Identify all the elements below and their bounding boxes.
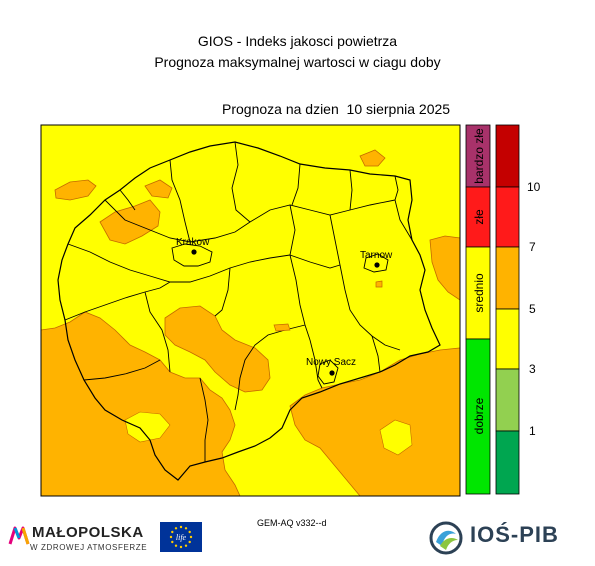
ios-pib-wordmark: IOŚ-PIB	[470, 522, 559, 547]
district-line-9	[64, 281, 171, 321]
scale-band-1	[495, 124, 520, 188]
orange-zone-center	[164, 305, 271, 393]
city-label-nowy-sacz: Nowy Sacz	[306, 357, 356, 368]
scale-value-10: 10	[527, 180, 541, 194]
krakow-boundary	[171, 243, 213, 267]
category-label-srednio: srednio	[472, 273, 486, 313]
tarnow-boundary	[363, 253, 389, 273]
contour-marks	[273, 280, 383, 332]
scale-value-3: 3	[529, 362, 536, 376]
district-line-5	[67, 243, 291, 283]
district-line-19	[289, 254, 341, 269]
orange-zone-north	[144, 179, 173, 199]
yellow-island-2	[379, 419, 413, 456]
city-markers	[191, 249, 380, 376]
district-line-12	[309, 339, 323, 389]
orange-zone-northwest-a	[54, 179, 97, 201]
category-dobrze	[465, 338, 491, 495]
contour-mark-2	[375, 280, 383, 288]
orange-zone-east	[429, 235, 461, 301]
scale-bar: 10 7 5 3 1	[495, 124, 541, 495]
yellow-islands	[124, 411, 413, 456]
ios-pib-mark-icon	[429, 521, 463, 555]
malopolska-logo: MAŁOPOLSKA W ZDROWEJ ATMOSFERZE	[8, 522, 158, 558]
district-line-15	[349, 169, 353, 211]
district-line-10	[144, 291, 171, 373]
district-borders	[57, 141, 441, 481]
nowy-sacz-boundary	[317, 359, 339, 385]
eu-flag-life-text: life	[176, 533, 187, 542]
district-line-16	[394, 175, 413, 241]
scale-band-6	[495, 430, 520, 495]
ios-pib-logo: IOŚ-PIB	[428, 518, 568, 558]
city-marker-tarnow	[374, 262, 380, 268]
city-label-krakow: Krakow	[176, 237, 210, 248]
category-legend: bardzo złe złe srednio dobrze	[465, 124, 491, 495]
contour-mark-1	[273, 323, 291, 332]
district-line-3	[231, 141, 251, 223]
map-title: GIOS - Indeks jakosci powietrza	[197, 33, 398, 49]
scale-band-4	[495, 308, 520, 370]
district-line-14	[119, 189, 136, 211]
district-line-18	[83, 359, 161, 381]
malopolska-tagline: W ZDROWEJ ATMOSFERZE	[30, 543, 148, 552]
scale-value-7: 7	[529, 240, 536, 254]
scale-value-1: 1	[529, 424, 536, 438]
forecast-date: Prognoza na dzien 10 sierpnia 2025	[222, 101, 451, 117]
map-frame	[40, 124, 461, 497]
scale-band-5	[495, 368, 520, 432]
city-marker-nowy-sacz	[329, 370, 335, 376]
orange-zones	[40, 149, 461, 497]
district-line-4	[291, 163, 301, 206]
category-label-zle: złe	[472, 209, 486, 225]
orange-zone-northeast	[359, 149, 386, 167]
city-label-tarnow: Tarnow	[360, 250, 393, 261]
malopolska-mark-icon	[8, 526, 30, 545]
scale-band-2	[495, 186, 520, 248]
model-version: GEM-AQ v332--d	[257, 518, 327, 528]
district-line-2	[169, 159, 191, 243]
eu-flag-icon: life	[160, 522, 202, 552]
scale-value-5: 5	[529, 302, 536, 316]
category-label-dobrze: dobrze	[472, 397, 486, 434]
district-line-13	[371, 335, 381, 373]
district-line-17	[199, 377, 209, 462]
malopolska-wordmark: MAŁOPOLSKA	[32, 524, 144, 541]
voivodeship-border	[57, 141, 441, 481]
city-marker-krakow	[191, 249, 197, 255]
district-line-7	[329, 214, 401, 351]
category-srednio	[465, 246, 491, 340]
district-line-8	[214, 267, 231, 317]
yellow-island-1	[124, 411, 171, 443]
scale-band-3	[495, 246, 520, 310]
map-subtitle: Prognoza maksymalnej wartosci w ciagu do…	[154, 54, 441, 70]
category-bardzo-zle	[465, 124, 491, 188]
category-label-bardzo-zle: bardzo złe	[472, 128, 486, 184]
